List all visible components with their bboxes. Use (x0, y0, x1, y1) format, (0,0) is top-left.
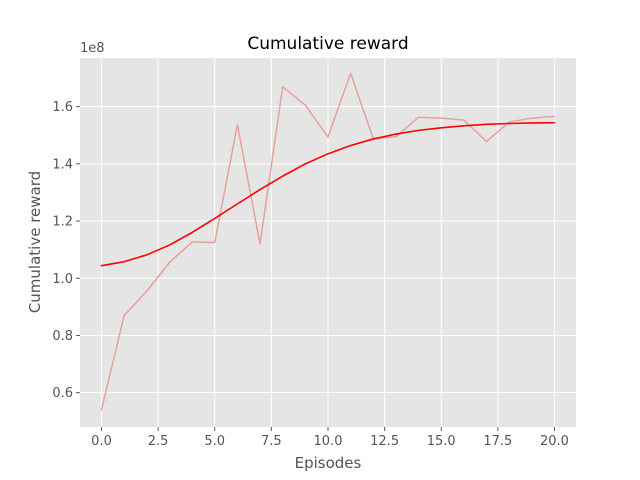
y-axis-ticks: 0.6 0.8 1.0 1.2 1.4 1.6 (52, 100, 80, 401)
chart-title: Cumulative reward (247, 34, 408, 54)
x-axis-label: Episodes (295, 454, 362, 472)
y-axis-label: Cumulative reward (26, 171, 44, 313)
x-tick-label: 12.5 (370, 434, 399, 449)
y-offset-label: 1e8 (80, 41, 105, 56)
x-tick-label: 2.5 (148, 434, 169, 449)
x-tick-label: 5.0 (204, 434, 225, 449)
x-tick-label: 10.0 (314, 434, 343, 449)
series-line-raw (100, 72, 556, 411)
x-tick-label: 0.0 (91, 434, 112, 449)
y-tick-label: 1.6 (52, 100, 73, 115)
y-tick-label: 1.4 (52, 157, 73, 172)
x-tick-label: 15.0 (427, 434, 456, 449)
x-tick-label: 20.0 (540, 434, 569, 449)
y-tick-label: 0.6 (52, 386, 73, 401)
series-layer (100, 72, 556, 411)
y-tick-label: 1.0 (52, 272, 73, 287)
y-tick-label: 1.2 (52, 215, 73, 230)
grid (80, 58, 576, 427)
y-tick-label: 0.8 (52, 329, 73, 344)
x-tick-label: 17.5 (483, 434, 512, 449)
x-axis-ticks: 0.0 2.5 5.0 7.5 10.0 12.5 15.0 17.5 20.0 (91, 427, 569, 449)
series-line-smoothed (100, 121, 556, 267)
x-tick-label: 7.5 (261, 434, 282, 449)
